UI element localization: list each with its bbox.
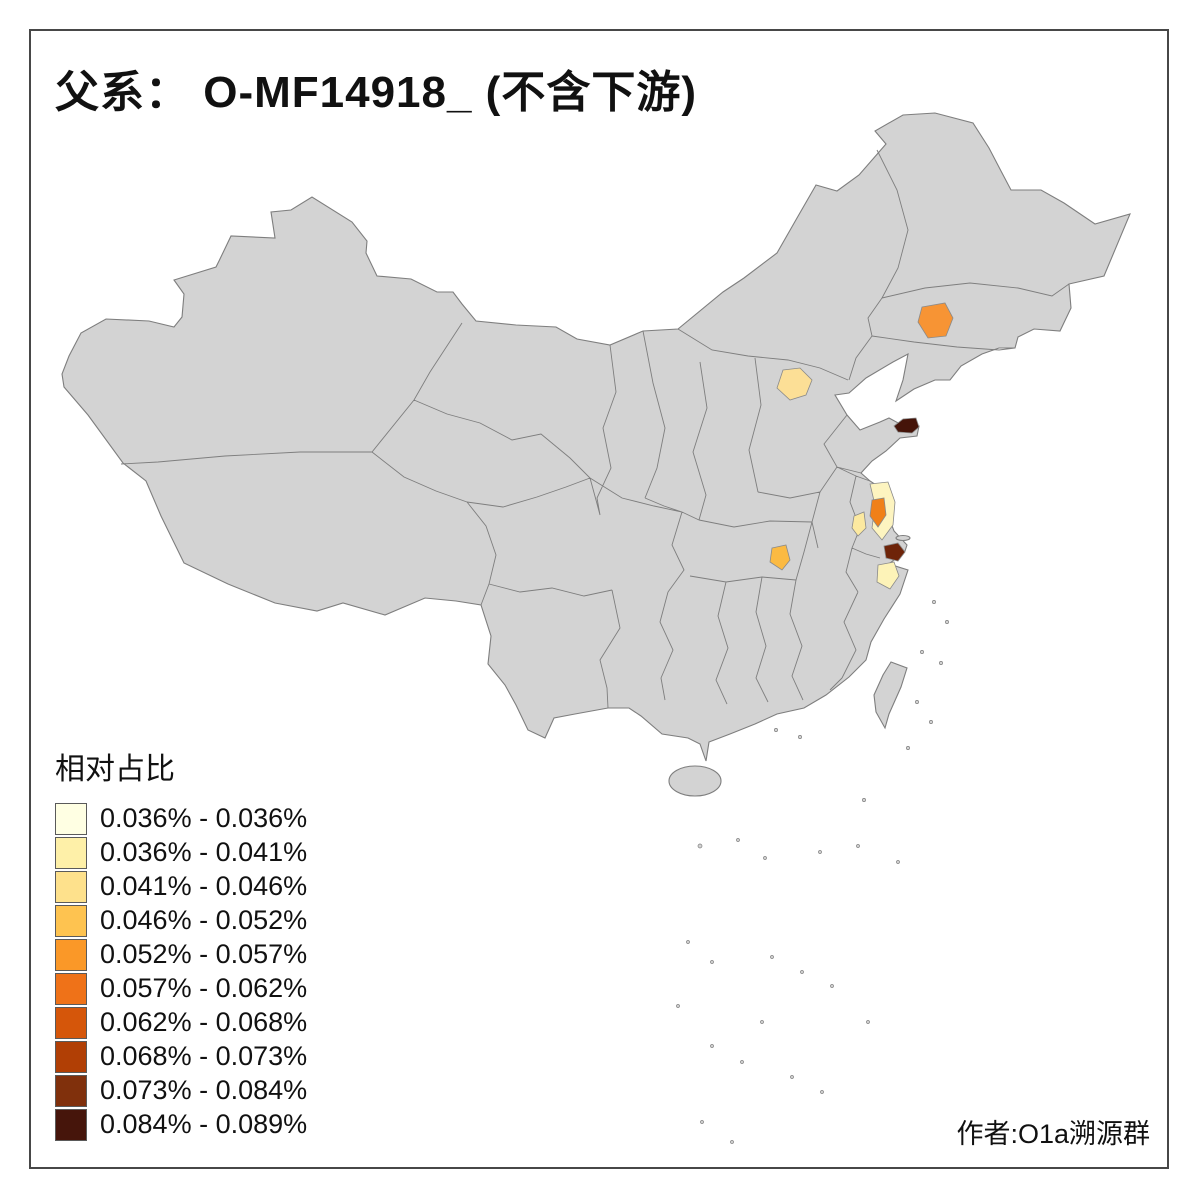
chongming-island: [895, 534, 911, 542]
legend-label: 0.057% - 0.062%: [100, 973, 308, 1003]
legend-label: 0.041% - 0.046%: [100, 871, 308, 901]
legend-label: 0.036% - 0.036%: [100, 803, 308, 833]
legend-item: 0.052% - 0.057%: [55, 938, 307, 971]
region-highlight-shanghai-suzhou: [883, 542, 906, 562]
small-islands: [676, 600, 949, 1144]
region-highlight-jiangsu-core: [869, 497, 887, 528]
legend-label: 0.046% - 0.052%: [100, 905, 308, 935]
legend-swatch: [55, 1006, 87, 1039]
legend-label: 0.062% - 0.068%: [100, 1007, 308, 1037]
province-borders: [120, 149, 1070, 709]
legend-item: 0.073% - 0.084%: [55, 1074, 307, 1107]
legend-swatch: [55, 836, 87, 869]
plot-frame: [29, 29, 1169, 1169]
taiwan-island: [873, 661, 908, 730]
region-highlight-hubei: [769, 544, 791, 571]
legend-item: 0.084% - 0.089%: [55, 1108, 307, 1141]
legend-item: 0.057% - 0.062%: [55, 972, 307, 1005]
legend-label: 0.084% - 0.089%: [100, 1109, 308, 1139]
legend-label: 0.052% - 0.057%: [100, 939, 308, 969]
legend-swatch: [55, 802, 87, 835]
legend-item: 0.062% - 0.068%: [55, 1006, 307, 1039]
legend-swatch: [55, 1108, 87, 1141]
legend: 相对占比 0.036% - 0.036% 0.036% - 0.041% 0.0…: [55, 744, 307, 1142]
legend-swatch: [55, 938, 87, 971]
legend-swatch: [55, 1074, 87, 1107]
legend-item: 0.046% - 0.052%: [55, 904, 307, 937]
hainan-island: [668, 765, 722, 797]
legend-swatch: [55, 904, 87, 937]
legend-swatch: [55, 972, 87, 1005]
legend-item: 0.068% - 0.073%: [55, 1040, 307, 1073]
legend-title: 相对占比: [55, 753, 175, 786]
page-title: 父系： O-MF14918_ (不含下游): [55, 68, 697, 117]
legend-item: 0.036% - 0.036%: [55, 802, 307, 835]
region-highlight-shandong-tip: [893, 417, 920, 434]
legend-label: 0.068% - 0.073%: [100, 1041, 308, 1071]
china-landmass: [61, 112, 1131, 762]
legend-item: 0.041% - 0.046%: [55, 870, 307, 903]
region-highlight-beijing: [776, 367, 813, 401]
legend-swatch: [55, 870, 87, 903]
region-highlight-jilin-central: [917, 302, 954, 339]
legend-label: 0.073% - 0.084%: [100, 1075, 308, 1105]
legend-item: 0.036% - 0.041%: [55, 836, 307, 869]
legend-label: 0.036% - 0.041%: [100, 837, 308, 867]
region-highlight-jiangsu-west: [851, 511, 867, 537]
author-credit: 作者:O1a溯源群: [956, 1119, 1150, 1149]
legend-swatch: [55, 1040, 87, 1073]
region-highlight-north-zhejiang: [876, 561, 900, 590]
